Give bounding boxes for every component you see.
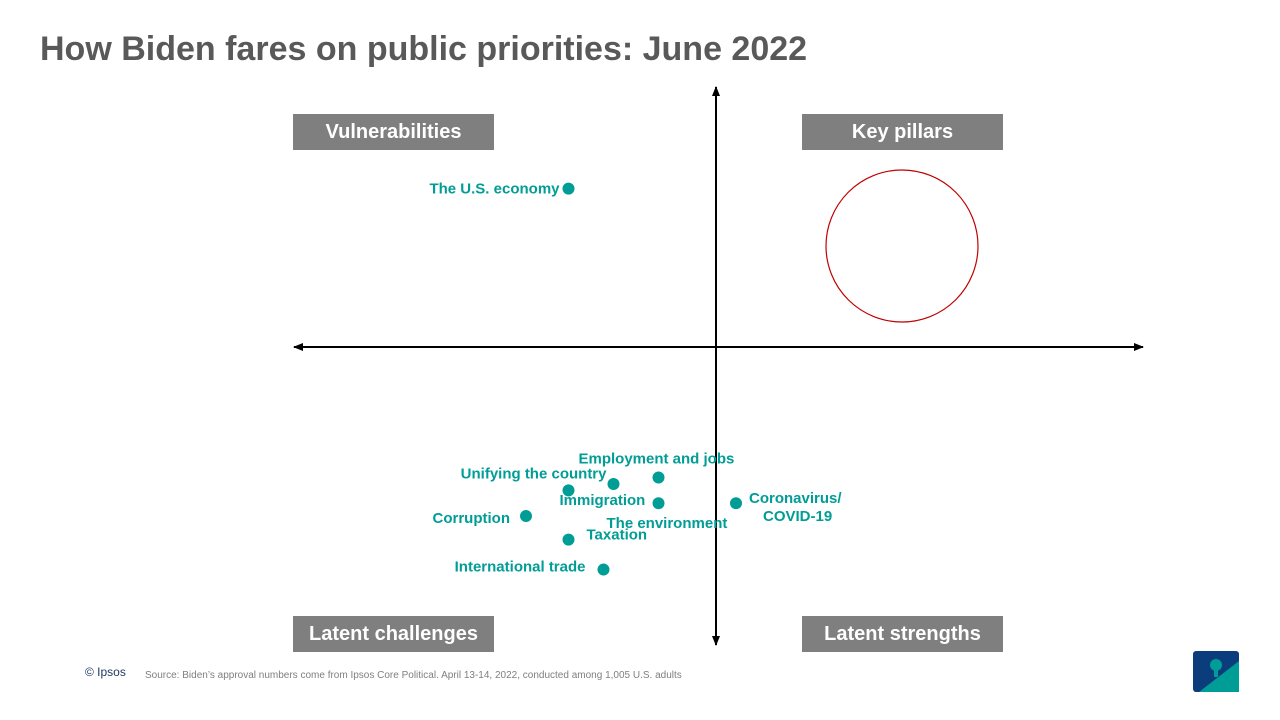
data-point-label: The environment <box>607 515 728 532</box>
data-point <box>652 471 665 484</box>
data-point-label: Taxation <box>587 527 648 544</box>
quadrant-label-vulnerabilities: Vulnerabilities <box>293 114 494 150</box>
copyright-text: © Ipsos <box>85 665 126 679</box>
data-point-label: Coronavirus/COVID-19 <box>749 490 842 525</box>
highlight-circle <box>825 169 979 323</box>
data-point-label: Corruption <box>433 510 510 527</box>
quadrant-label-latent-challenges: Latent challenges <box>293 616 494 652</box>
page-title: How Biden fares on public priorities: Ju… <box>40 30 808 68</box>
data-point-label: The U.S. economy <box>429 181 560 198</box>
data-point <box>607 477 620 490</box>
source-note: Source: Biden’s approval numbers come fr… <box>145 670 682 681</box>
quadrant-label-key-pillars: Key pillars <box>802 114 1003 150</box>
data-point <box>520 510 532 523</box>
data-point-label: Immigration <box>560 492 646 509</box>
data-point <box>562 484 575 497</box>
data-point-label: Unifying the country <box>461 465 607 482</box>
data-point <box>562 533 575 546</box>
points-layer: The U.S. economy Employment and jobsUnify… <box>429 181 842 576</box>
data-point <box>730 497 742 510</box>
data-point <box>562 182 575 195</box>
data-point-label: Employment and jobs <box>579 451 735 468</box>
data-point-label: International trade <box>455 559 586 576</box>
quadrant-label-latent-strengths: Latent strengths <box>802 616 1003 652</box>
data-point <box>652 497 665 510</box>
ipsos-logo <box>1193 651 1239 692</box>
data-point <box>597 563 610 576</box>
